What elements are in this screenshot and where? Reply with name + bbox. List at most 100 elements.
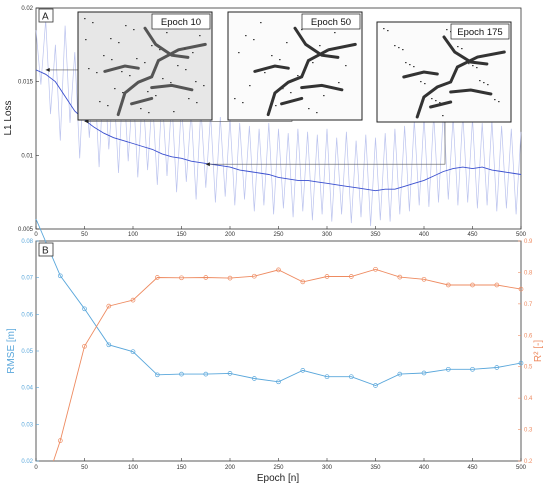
left-y-tick-label: 0.06 — [21, 312, 33, 318]
speckle — [110, 38, 112, 40]
r2-marker — [276, 267, 281, 273]
crack-path — [116, 42, 207, 117]
x-tick-label: 50 — [81, 232, 88, 238]
speckle — [413, 66, 415, 68]
crack-path — [449, 88, 493, 96]
raw-loss-series — [35, 19, 522, 227]
speckle — [431, 98, 433, 100]
panel-b-label: B — [42, 246, 49, 257]
rmse-marker — [130, 349, 136, 355]
speckle — [242, 102, 244, 104]
left-y-tick-label: 0.02 — [21, 459, 33, 465]
panel-b-right-y-ticks: 0.2 0.3 0.4 0.5 0.6 0.7 0.8 0.9 — [518, 239, 533, 465]
x-tick-label: 200 — [225, 465, 236, 471]
r2-marker — [397, 274, 403, 280]
r2-marker — [300, 279, 306, 285]
y-tick-label: 0.02 — [21, 6, 33, 12]
right-y-tick-label: 0.7 — [524, 302, 533, 308]
r2-marker — [130, 297, 136, 303]
right-y-tick-label: 0.5 — [524, 365, 533, 371]
speckle — [383, 28, 385, 30]
speckle — [84, 18, 86, 20]
speckle — [345, 65, 347, 67]
right-y-tick-label: 0.9 — [524, 239, 533, 245]
x-tick-label: 400 — [419, 232, 430, 238]
right-y-tick-label: 0.2 — [524, 459, 533, 465]
speckle — [264, 72, 266, 74]
r2-marker — [494, 282, 500, 288]
rmse-marker — [251, 376, 257, 381]
speckle — [99, 101, 101, 103]
crack-path — [442, 35, 489, 66]
smoothed-loss-series — [35, 69, 522, 192]
leader-line — [205, 122, 446, 165]
rmse-marker — [470, 366, 475, 372]
panel-a: 0 50 100 150 200 250 300 350 400 450 500 0.005 0.01… — [3, 6, 527, 238]
panel-b-plot-area — [35, 240, 522, 462]
rmse-marker — [397, 371, 403, 377]
speckle — [286, 42, 288, 44]
speckle — [245, 35, 247, 37]
rmse-marker — [421, 370, 427, 376]
speckle — [121, 71, 123, 73]
r2-marker — [106, 303, 112, 309]
rmse-marker — [57, 273, 63, 279]
speckle — [253, 39, 255, 41]
speckle — [177, 65, 179, 67]
x-tick-label: 500 — [516, 465, 527, 471]
x-tick-label: 300 — [322, 465, 333, 471]
rmse-marker — [203, 371, 209, 377]
inset-title: Epoch 175 — [457, 27, 502, 38]
speckle — [402, 49, 404, 51]
r2-marker — [154, 275, 160, 280]
speckle — [188, 98, 190, 100]
arrowhead — [45, 67, 50, 72]
rmse-marker — [179, 371, 184, 377]
speckle — [282, 88, 284, 90]
speckle — [338, 82, 340, 84]
speckle — [125, 25, 127, 27]
x-tick-label: 450 — [467, 465, 478, 471]
r2-marker — [227, 275, 233, 281]
crack-path — [415, 50, 506, 119]
speckle — [487, 84, 489, 86]
speckle — [312, 62, 314, 64]
panel-b-ylabel-left: RMSE [m] — [6, 328, 17, 374]
panel-a-label: A — [42, 12, 49, 23]
r2-marker — [251, 273, 257, 279]
speckle — [297, 75, 299, 77]
speckle — [327, 49, 329, 51]
speckle — [398, 47, 400, 49]
panel-a-label-box — [38, 8, 54, 23]
x-tick-label: 100 — [128, 465, 139, 471]
speckle — [96, 72, 98, 74]
x-tick-label: 100 — [128, 232, 139, 238]
speckle — [319, 45, 321, 47]
panel-a-x-ticks: 0 50 100 150 200 250 300 350 400 450 500 — [34, 226, 527, 238]
crack-path — [253, 64, 290, 73]
speckle — [195, 81, 197, 83]
x-tick-label: 200 — [225, 232, 236, 238]
crack-path — [429, 100, 453, 109]
speckle — [439, 102, 441, 104]
speckle — [122, 92, 124, 94]
speckle — [107, 105, 109, 107]
crack-path — [293, 26, 340, 59]
x-tick-label: 500 — [516, 232, 527, 238]
r2-marker — [203, 275, 209, 280]
speckle — [334, 32, 336, 34]
inset-epoch-50: Epoch 50 — [227, 11, 363, 121]
speckle — [92, 22, 94, 24]
inset-title-box — [151, 13, 211, 30]
speckle — [494, 99, 496, 101]
arrowhead — [205, 162, 210, 167]
r2-marker — [445, 282, 451, 288]
speckle — [435, 100, 437, 102]
speckle — [170, 82, 172, 84]
speckle — [166, 32, 168, 34]
x-tick-label: 0 — [34, 232, 38, 238]
speckle — [203, 85, 205, 87]
speckle — [323, 95, 325, 97]
panel-b-left-y-ticks: 0.02 0.03 0.04 0.05 0.06 0.07 0.08 — [21, 239, 39, 465]
